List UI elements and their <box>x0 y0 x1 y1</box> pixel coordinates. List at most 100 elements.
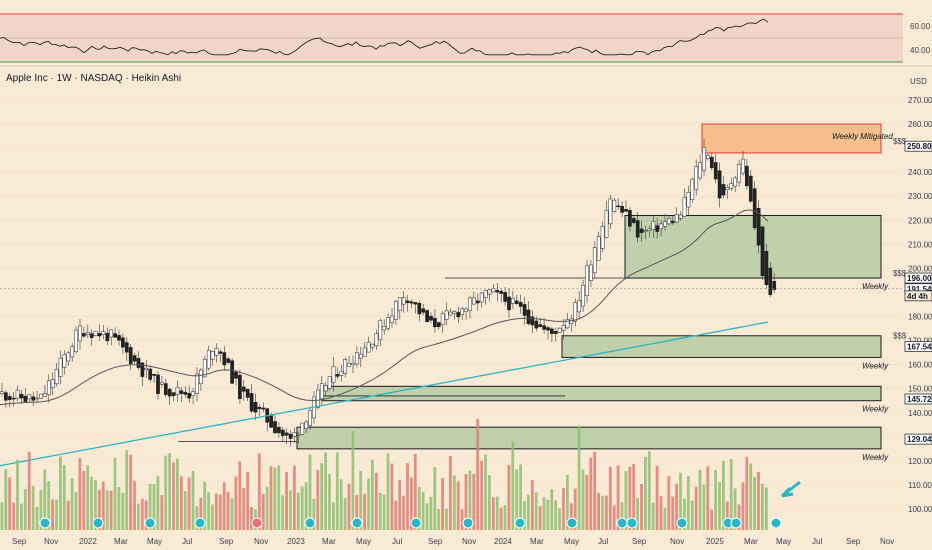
volume-bar <box>195 506 199 530</box>
candle-body <box>542 325 546 330</box>
volume-bar <box>289 490 292 530</box>
rsi-tick-label: 60.00 <box>910 22 931 31</box>
candle-body <box>499 290 504 294</box>
candle-body <box>355 352 359 365</box>
volume-bar <box>160 495 164 530</box>
volume-bar <box>215 493 218 530</box>
time-axis-label: Mar <box>114 537 128 546</box>
earnings-marker <box>676 517 688 529</box>
candle-body <box>82 333 86 337</box>
candle-body <box>764 250 769 286</box>
volume-bar <box>207 492 210 530</box>
candle-body <box>191 391 195 396</box>
candle-body <box>214 347 219 356</box>
volume-bar <box>749 463 753 530</box>
volume-bar <box>406 463 409 530</box>
candle-body <box>331 366 336 383</box>
volume-bar <box>242 488 246 530</box>
volume-bar <box>488 475 491 530</box>
volume-bar <box>144 500 148 530</box>
candle-body <box>651 221 656 231</box>
price-tick-label: 150.00 <box>908 385 932 394</box>
candle-body <box>530 316 535 326</box>
volume-bar <box>605 495 608 530</box>
volume-bar <box>363 493 366 530</box>
candle-body <box>472 297 476 305</box>
candle-body <box>577 299 582 313</box>
candle-body <box>745 165 749 187</box>
time-axis-label: Sep <box>12 537 27 546</box>
volume-bar <box>359 471 363 530</box>
volume-bar <box>433 467 437 530</box>
candle-body <box>550 328 554 334</box>
volume-bar <box>585 475 589 530</box>
time-axis-label: May <box>356 537 371 546</box>
candle-body <box>50 379 55 389</box>
volume-bar <box>94 479 97 530</box>
volume-bar <box>238 461 242 530</box>
volume-bar <box>281 495 285 530</box>
volume-bar <box>507 464 511 530</box>
price-tick-label: 230.00 <box>908 192 932 201</box>
candle-body <box>448 311 453 316</box>
candle-body <box>460 308 465 315</box>
volume-bar <box>140 498 144 530</box>
volume-bar <box>741 482 745 530</box>
zone-box <box>321 385 882 402</box>
volume-bar <box>593 451 597 530</box>
candle-body <box>148 368 153 380</box>
volume-bar <box>546 499 550 530</box>
candle-body <box>362 347 367 357</box>
candle-body <box>378 320 383 340</box>
volume-bar <box>199 497 203 530</box>
candle-body <box>409 301 414 304</box>
volume-bar <box>675 483 678 530</box>
candle-body <box>526 309 531 324</box>
volume-bar <box>269 466 273 530</box>
candle-body <box>682 197 687 217</box>
volume-bar <box>464 474 468 530</box>
earnings-marker <box>566 517 578 529</box>
candle-body <box>573 302 578 322</box>
candle-body <box>121 337 125 348</box>
volume-bar <box>616 465 620 530</box>
candle-body <box>277 426 281 434</box>
candle-body <box>678 214 683 219</box>
volume-bar <box>35 507 39 530</box>
volume-bar <box>694 486 698 530</box>
candle-body <box>245 388 250 398</box>
candle-body <box>522 304 527 316</box>
time-axis-label: Nov <box>254 537 268 546</box>
volume-bar <box>117 486 121 530</box>
volume-bar <box>257 453 261 530</box>
candle-body <box>741 158 745 174</box>
candle-body <box>218 351 223 354</box>
price-tag-box <box>904 433 932 445</box>
candle-body <box>425 310 429 323</box>
volume-bar <box>62 465 66 530</box>
moving-average-fast <box>0 209 769 406</box>
candle-body <box>206 350 211 369</box>
volume-bar <box>328 474 331 530</box>
volume-bar <box>191 470 195 530</box>
candle-body <box>483 290 488 298</box>
candle-body <box>43 392 47 397</box>
candle-body <box>709 156 714 168</box>
volume-bar <box>312 498 316 530</box>
candle-body <box>721 184 726 196</box>
earnings-marker <box>626 517 638 529</box>
candle-body <box>366 341 371 353</box>
earnings-marker <box>616 517 628 529</box>
candle-body <box>0 391 4 394</box>
volume-bar <box>339 479 343 530</box>
candle-body <box>674 214 679 223</box>
earnings-marker <box>730 517 742 529</box>
candle-body <box>249 393 254 412</box>
candle-body <box>655 225 660 232</box>
candle-body <box>581 284 585 307</box>
candle-body <box>659 223 663 229</box>
price-tag-box <box>904 341 932 352</box>
time-axis-label: 2023 <box>287 537 305 546</box>
volume-bar <box>601 495 604 530</box>
